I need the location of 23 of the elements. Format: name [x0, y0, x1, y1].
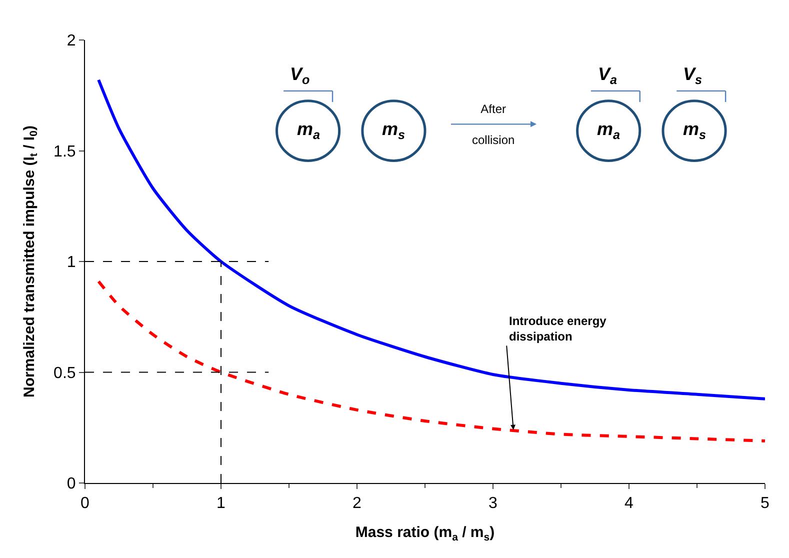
x-tick-label: 1 [216, 495, 226, 512]
annotation: Introduce energy dissipation [509, 314, 607, 344]
line-series [97, 78, 765, 400]
annotation: m$_{a}$ [597, 119, 620, 142]
annotation: V$_{o}$ [290, 64, 310, 87]
line-series [97, 280, 765, 442]
text: After collision [472, 102, 515, 148]
x-tick-label: 4 [624, 495, 634, 512]
x-tick-label: 2 [352, 495, 362, 512]
annotation: m$_{s}$ [683, 119, 706, 142]
y-tick-label: 1 [66, 254, 76, 272]
x-tick-label: 5 [760, 495, 770, 512]
y-tick-label: 1.5 [54, 143, 76, 160]
annotation: V$_{s}$ [683, 64, 702, 87]
x-axis-title: Mass ratio (m$_{a}$ / m$_{s}$) [355, 524, 495, 544]
annotation: V$_{a}$ [598, 64, 618, 87]
x-tick-label: 3 [488, 495, 498, 512]
y-tick-label: 0.5 [54, 364, 76, 382]
annotation: m$_{s}$ [382, 119, 406, 142]
y-tick-label: 2 [66, 32, 76, 50]
y-tick-label: 0 [66, 476, 76, 493]
annotation: m$_{a}$ [297, 119, 320, 142]
x-tick-label: 0 [80, 495, 90, 512]
